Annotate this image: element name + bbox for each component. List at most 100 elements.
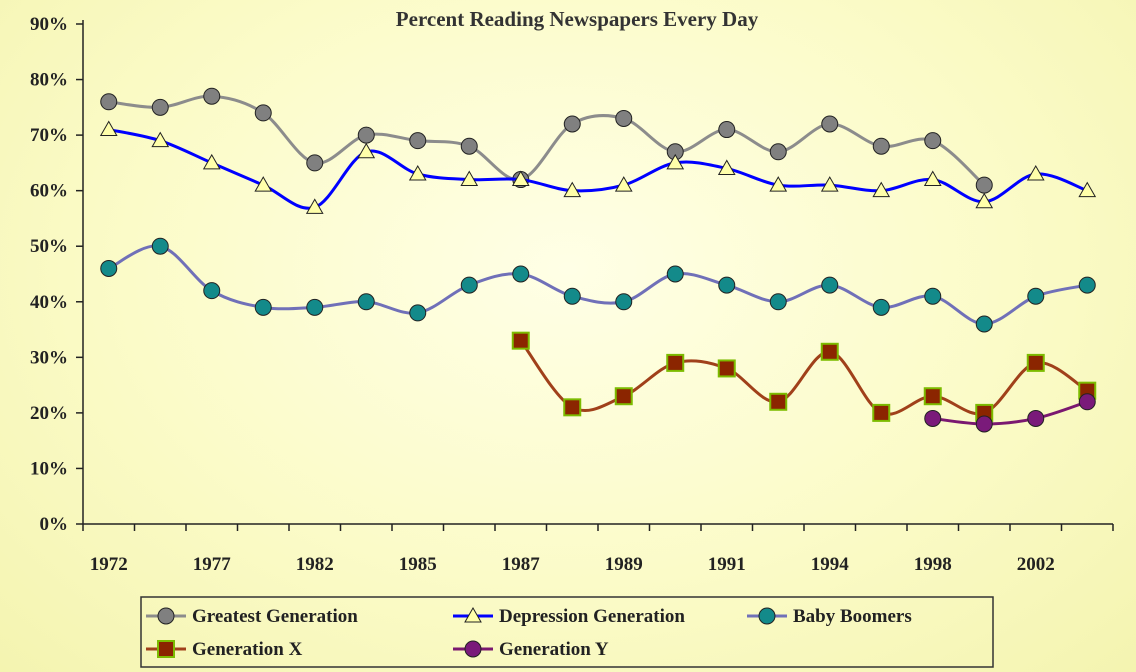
point-baby-boomers xyxy=(975,315,993,333)
point-baby-boomers xyxy=(769,293,787,311)
point-greatest-generation xyxy=(151,98,169,116)
point-greatest-generation xyxy=(409,132,427,150)
point-greatest-generation xyxy=(460,137,478,155)
x-tick-label: 1982 xyxy=(296,554,334,575)
point-depression-generation xyxy=(511,170,530,187)
legend-swatch-marker xyxy=(464,640,482,658)
y-tick-label: 80% xyxy=(30,70,68,91)
point-baby-boomers xyxy=(924,287,942,305)
series-line-baby-boomers xyxy=(108,244,1088,326)
y-tick-label: 0% xyxy=(40,514,69,535)
point-baby-boomers xyxy=(1027,287,1045,305)
legend-item-generation-x: Generation X xyxy=(146,639,303,660)
point-greatest-generation xyxy=(872,137,890,155)
point-depression-generation xyxy=(820,176,839,192)
legend-label: Generation X xyxy=(192,639,303,660)
point-greatest-generation xyxy=(769,143,787,161)
y-tick-label: 70% xyxy=(30,125,68,146)
y-tick-label: 60% xyxy=(30,181,68,202)
point-generation-x xyxy=(717,359,736,378)
y-tick-label: 40% xyxy=(30,292,68,313)
point-baby-boomers xyxy=(409,304,427,322)
point-depression-generation xyxy=(460,170,479,187)
y-tick-label: 30% xyxy=(30,347,68,368)
axes: 0% 10% 20% 30% 40% 50% 60% 70% 80% 90% 1972 1977 198… xyxy=(30,14,1114,575)
x-tick-label: 1994 xyxy=(811,554,850,575)
series-greatest-generation xyxy=(100,87,993,194)
point-greatest-generation xyxy=(615,109,633,127)
legend-swatch-marker xyxy=(157,640,175,658)
legend-swatch-marker xyxy=(157,607,175,625)
legend-item-greatest-generation: Greatest Generation xyxy=(146,606,358,627)
series-baby-boomers xyxy=(100,237,1096,333)
series-depression-generation xyxy=(99,120,1097,214)
point-greatest-generation xyxy=(306,154,324,172)
y-tick-label: 90% xyxy=(30,14,68,35)
x-tick-label: 1985 xyxy=(399,554,437,575)
point-baby-boomers xyxy=(460,276,478,294)
x-tick-label: 1977 xyxy=(193,554,232,575)
point-depression-generation xyxy=(975,192,994,209)
point-greatest-generation xyxy=(357,126,375,144)
point-greatest-generation xyxy=(563,115,581,133)
point-generation-x xyxy=(614,387,633,406)
legend-item-depression-generation: Depression Generation xyxy=(453,606,685,627)
point-baby-boomers xyxy=(718,276,736,294)
point-generation-y xyxy=(1078,393,1096,411)
point-generation-x xyxy=(820,342,839,361)
point-depression-generation xyxy=(151,131,170,148)
point-greatest-generation xyxy=(254,104,272,122)
x-tick-label: 1998 xyxy=(914,554,952,575)
x-tick-label: 1991 xyxy=(708,554,746,575)
point-baby-boomers xyxy=(872,298,890,316)
point-greatest-generation xyxy=(821,115,839,133)
point-depression-generation xyxy=(923,170,942,187)
point-baby-boomers xyxy=(615,293,633,311)
legend-box xyxy=(140,596,994,668)
point-generation-y xyxy=(975,415,993,433)
legend-item-baby-boomers: Baby Boomers xyxy=(747,606,912,627)
x-tick-label: 1989 xyxy=(605,554,643,575)
point-depression-generation xyxy=(202,153,221,170)
point-generation-x xyxy=(1026,353,1045,372)
point-depression-generation xyxy=(563,181,582,198)
x-tick-label: 1972 xyxy=(90,554,128,575)
point-baby-boomers xyxy=(563,287,581,305)
point-generation-x xyxy=(511,331,530,350)
legend-item-generation-y: Generation Y xyxy=(453,639,609,660)
chart-title: Percent Reading Newspapers Every Day xyxy=(396,7,759,31)
y-tick-label: 10% xyxy=(30,458,68,479)
legend-label: Depression Generation xyxy=(499,606,685,627)
point-greatest-generation xyxy=(975,176,993,194)
point-depression-generation xyxy=(1026,164,1045,181)
point-generation-x xyxy=(666,353,685,372)
legend-label: Greatest Generation xyxy=(192,606,358,627)
point-depression-generation xyxy=(1078,181,1097,198)
point-baby-boomers xyxy=(151,237,169,255)
point-baby-boomers xyxy=(821,276,839,294)
legend-label: Generation Y xyxy=(499,639,609,660)
point-greatest-generation xyxy=(100,93,118,111)
x-tick-label: 1987 xyxy=(502,554,541,575)
point-greatest-generation xyxy=(718,121,736,139)
y-tick-label: 50% xyxy=(30,236,68,257)
point-depression-generation xyxy=(614,176,633,192)
point-depression-generation xyxy=(717,159,736,175)
series-line-greatest-generation xyxy=(108,94,986,187)
point-baby-boomers xyxy=(512,265,530,283)
point-depression-generation xyxy=(666,153,685,170)
point-generation-x xyxy=(769,392,788,411)
point-baby-boomers xyxy=(100,259,118,277)
series-line-generation-x xyxy=(519,339,1089,416)
point-depression-generation xyxy=(305,198,324,214)
point-greatest-generation xyxy=(203,87,221,105)
legend: Greatest Generation Depression Generation… xyxy=(140,596,994,668)
point-generation-y xyxy=(924,409,942,427)
point-generation-x xyxy=(872,403,891,422)
point-baby-boomers xyxy=(1078,276,1096,294)
point-baby-boomers xyxy=(203,282,221,300)
point-depression-generation xyxy=(769,176,788,192)
legend-swatch-marker xyxy=(464,606,482,623)
series-layer xyxy=(99,87,1097,433)
